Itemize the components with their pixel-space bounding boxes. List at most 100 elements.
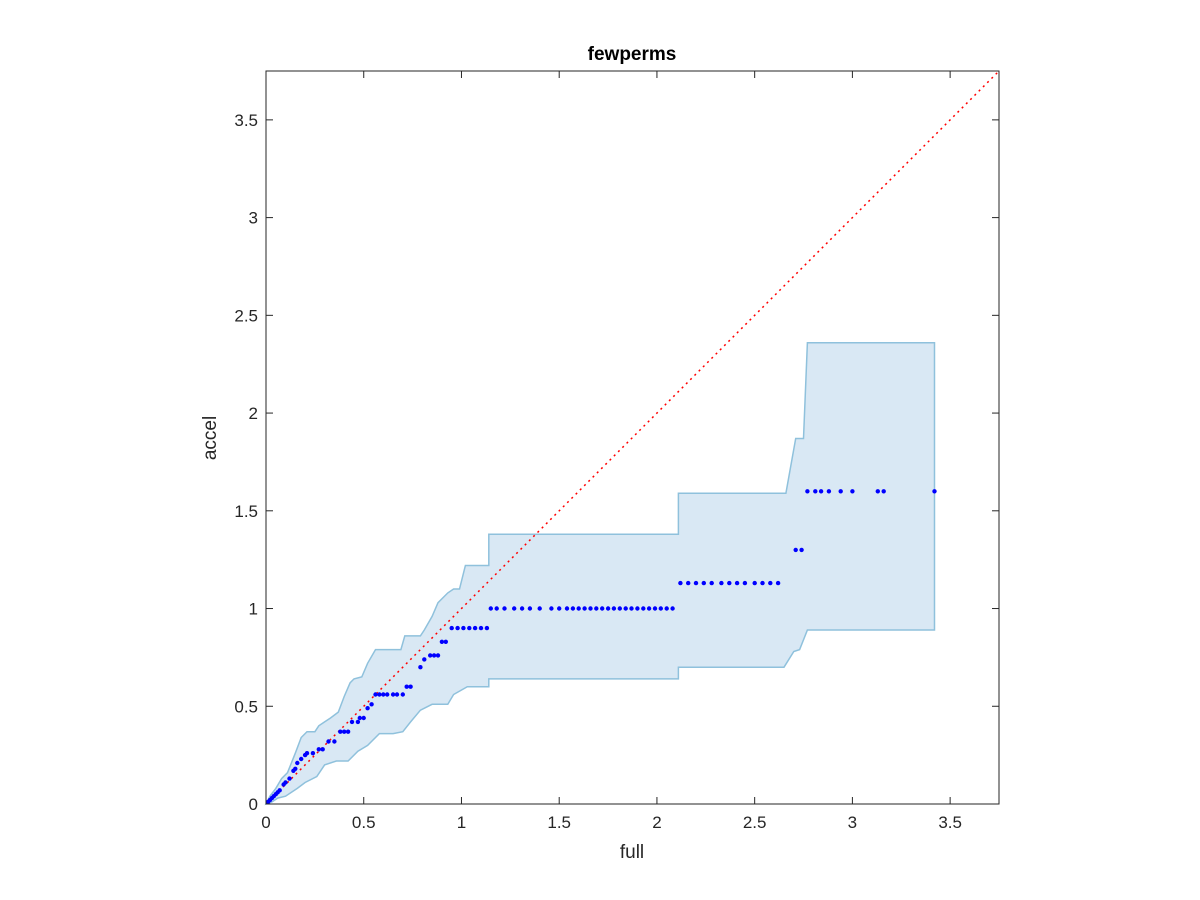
data-point (422, 657, 427, 662)
data-point (355, 719, 361, 725)
data-point (701, 580, 706, 586)
data-point (826, 489, 832, 494)
x-axis-label: full (620, 842, 644, 863)
data-point (326, 739, 331, 744)
data-point (932, 489, 937, 494)
data-point (512, 606, 517, 611)
data-point (838, 489, 843, 494)
data-point (570, 606, 576, 611)
data-point (658, 606, 663, 611)
x-tick-label: 2 (652, 813, 661, 832)
data-point (594, 606, 599, 611)
x-tick-label: 2.5 (743, 813, 767, 832)
axes-box (265, 70, 1000, 805)
data-point (527, 606, 533, 611)
data-point (519, 606, 525, 611)
data-point (455, 625, 460, 631)
data-point (461, 625, 466, 631)
data-point (549, 606, 554, 611)
data-point (369, 702, 374, 707)
data-point (361, 715, 366, 721)
x-tick-label: 0 (261, 813, 270, 832)
data-point (557, 606, 562, 611)
data-point (283, 780, 288, 785)
data-point (316, 747, 321, 752)
data-point (875, 489, 880, 494)
data-point (439, 639, 445, 644)
data-point (686, 580, 691, 586)
data-point (494, 606, 499, 611)
y-tick-label: 2.5 (234, 306, 258, 325)
data-point (670, 606, 675, 611)
data-point (332, 739, 337, 744)
data-point (646, 606, 652, 611)
data-point (611, 606, 617, 611)
data-point (502, 606, 507, 611)
data-point (287, 776, 292, 781)
data-point (664, 606, 669, 611)
data-point (304, 751, 310, 756)
confidence-band (264, 341, 936, 806)
data-point (793, 547, 798, 553)
data-point (431, 653, 437, 658)
data-point (617, 606, 622, 611)
y-axis-label: accel (200, 416, 221, 460)
data-point (467, 625, 472, 631)
data-point (652, 606, 658, 611)
data-point (365, 706, 370, 711)
data-point (408, 684, 413, 689)
data-point (600, 606, 605, 611)
data-point (404, 684, 409, 689)
x-tick-label: 3 (848, 813, 857, 832)
data-point (418, 665, 423, 670)
x-tick-label: 0.5 (352, 813, 376, 832)
data-point (394, 692, 400, 697)
x-tick-label: 3.5 (938, 813, 962, 832)
data-point (635, 606, 640, 611)
data-point (727, 580, 732, 586)
data-point (390, 692, 396, 697)
data-point (623, 606, 628, 611)
data-points (265, 489, 937, 805)
data-point (299, 756, 304, 762)
data-point (277, 788, 282, 793)
data-point (813, 489, 818, 494)
data-point (381, 692, 386, 697)
y-tick-label: 0.5 (234, 697, 258, 716)
data-point (345, 729, 351, 734)
data-point (760, 580, 765, 586)
data-point (293, 766, 298, 771)
y-tick-label: 1.5 (234, 502, 258, 521)
x-tick-label: 1 (457, 813, 466, 832)
data-point (428, 653, 433, 658)
data-point (582, 606, 587, 611)
y-tick-label: 3 (249, 209, 258, 228)
y-tick-label: 1 (249, 600, 258, 619)
data-point (734, 580, 740, 586)
data-point (295, 760, 300, 766)
data-point (881, 489, 886, 494)
data-point (472, 625, 478, 631)
y-axis-ticks: 0 0.5 1 1.5 2 2.5 3 3.5 (234, 111, 999, 814)
band-area (264, 341, 936, 806)
data-point (443, 639, 448, 644)
data-point (310, 751, 316, 756)
data-point (805, 489, 810, 494)
data-point (357, 715, 362, 721)
data-point (799, 547, 804, 553)
data-point (338, 729, 343, 734)
data-point (349, 719, 355, 725)
data-point (478, 625, 484, 631)
x-tick-label: 1.5 (547, 813, 571, 832)
data-point (752, 580, 757, 586)
data-point (693, 580, 699, 586)
data-point (818, 489, 824, 494)
data-point (576, 606, 581, 611)
x-axis-ticks: 0 0.5 1 1.5 2 2.5 3 3.5 (261, 71, 962, 832)
data-point (605, 606, 611, 611)
data-point (435, 653, 441, 658)
data-point (377, 692, 382, 697)
data-point (373, 692, 378, 697)
data-point (342, 729, 347, 734)
